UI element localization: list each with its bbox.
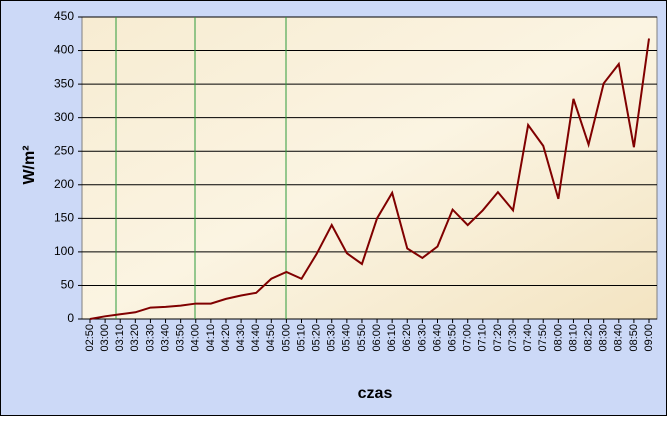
x-tick-label: 08:40 [613, 324, 625, 352]
y-tick-label: 50 [61, 278, 75, 292]
x-tick-label: 03:40 [159, 324, 171, 352]
x-tick-label: 07:50 [537, 324, 549, 352]
x-tick-label: 06:50 [447, 324, 459, 352]
x-tick-label: 08:30 [598, 324, 610, 352]
x-tick-label: 05:50 [356, 324, 368, 352]
y-tick-label: 350 [54, 76, 74, 90]
x-tick-label: 06:40 [431, 324, 443, 352]
x-tick-label: 06:10 [386, 324, 398, 352]
x-tick-label: 05:30 [326, 324, 338, 352]
x-tick-label: 04:00 [190, 324, 202, 352]
plot-area [81, 16, 658, 320]
x-tick-label: 05:40 [341, 324, 353, 352]
x-tick-label: 04:40 [250, 324, 262, 352]
y-axis-title: W/m² [21, 145, 38, 184]
x-tick-label: 04:10 [205, 324, 217, 352]
series-line [89, 38, 650, 320]
x-tick-label: 03:20 [129, 324, 141, 352]
x-tick-label: 05:00 [280, 324, 292, 352]
x-tick-label: 03:10 [114, 324, 126, 352]
x-tick-label: 06:00 [371, 324, 383, 352]
y-tick-label: 300 [54, 110, 74, 124]
y-tick-label: 0 [67, 311, 74, 325]
x-tick-label: 08:20 [582, 324, 594, 352]
x-tick-label: 03:00 [99, 324, 111, 352]
x-tick-label: 04:20 [220, 324, 232, 352]
x-tick-label: 09:00 [643, 324, 655, 352]
x-tick-label: 03:50 [175, 324, 187, 352]
y-tick-label: 450 [54, 9, 74, 23]
x-tick-label: 08:50 [628, 324, 640, 352]
x-tick-label: 08:00 [552, 324, 564, 352]
x-tick-label: 06:20 [401, 324, 413, 352]
x-tick-label: 04:50 [265, 324, 277, 352]
y-tick-label: 400 [54, 43, 74, 57]
x-tick-label: 07:30 [507, 324, 519, 352]
y-tick-label: 200 [54, 177, 74, 191]
x-tick-label: 04:30 [235, 324, 247, 352]
x-tick-label: 07:00 [462, 324, 474, 352]
x-axis-title: czas [358, 385, 393, 402]
x-tick-label: 08:10 [567, 324, 579, 352]
x-tick-label: 03:30 [144, 324, 156, 352]
x-tick-label: 02:50 [84, 324, 96, 352]
y-tick-label: 250 [54, 143, 74, 157]
x-tick-label: 07:40 [522, 324, 534, 352]
x-tick-label: 05:10 [295, 324, 307, 352]
x-tick-label: 07:20 [492, 324, 504, 352]
y-tick-label: 100 [54, 244, 74, 258]
y-tick-label: 150 [54, 211, 74, 225]
x-tick-label: 05:20 [311, 324, 323, 352]
x-tick-label: 06:30 [416, 324, 428, 352]
x-tick-label: 07:10 [477, 324, 489, 352]
